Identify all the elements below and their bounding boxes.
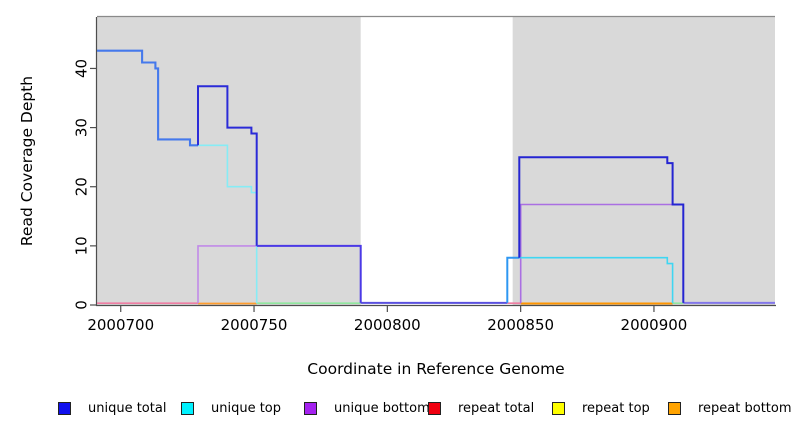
- legend-item-unique-bottom: unique bottom: [304, 399, 430, 417]
- legend-item-repeat-total: repeat total: [428, 399, 534, 417]
- shaded-region: [512, 17, 775, 305]
- y-tick-label: 30: [73, 118, 91, 137]
- x-tick-label: 2000700: [87, 316, 154, 334]
- series-unique-total-top-overlap-c: [506, 256, 520, 303]
- x-axis-title: Coordinate in Reference Genome: [307, 360, 565, 378]
- x-tick-label: 2000900: [621, 316, 688, 334]
- series-unique-total-region-a: [197, 85, 258, 246]
- series-unique-total-region-c: [518, 156, 685, 303]
- shaded-region: [97, 17, 361, 305]
- legend-label: unique total: [88, 400, 167, 416]
- y-tick-label: 40: [73, 59, 91, 78]
- legend-label: repeat bottom: [698, 400, 792, 416]
- legend-swatch-icon: [304, 401, 317, 415]
- legend-swatch-icon: [552, 401, 565, 415]
- legend-swatch-icon: [181, 401, 194, 415]
- legend-item-unique-total: unique total: [58, 399, 166, 417]
- legend-swatch-icon: [428, 401, 441, 415]
- legend-label: repeat top: [582, 400, 650, 416]
- legend-label: unique top: [211, 400, 282, 416]
- y-tick-label: 20: [73, 177, 91, 196]
- series-unique-bottom-region-c: [519, 203, 673, 304]
- x-tick-label: 2000850: [487, 316, 554, 334]
- x-tick-label: 2000750: [221, 316, 288, 334]
- series-unique-total-bottom-overlap-a: [256, 244, 362, 303]
- series-unique-top-region-c: [519, 256, 674, 304]
- x-tick-label: 2000800: [354, 316, 421, 334]
- legend-swatch-icon: [58, 401, 71, 415]
- series-unique-bottom-region-a: [197, 245, 257, 304]
- legend-label: unique bottom: [334, 400, 430, 416]
- y-tick-label: 10: [73, 236, 91, 255]
- series-unique-total-top-overlap-a: [97, 49, 198, 147]
- legend-label: repeat total: [458, 400, 535, 416]
- y-axis-title: Read Coverage Depth: [18, 75, 36, 247]
- legend-swatch-icon: [668, 401, 681, 415]
- legend: unique total unique top unique bottom repea…: [0, 399, 792, 419]
- y-tick-label: 0: [73, 300, 91, 310]
- legend-item-repeat-top: repeat top: [552, 399, 650, 417]
- legend-item-unique-top: unique top: [181, 399, 281, 417]
- legend-item-repeat-bottom: repeat bottom: [668, 399, 792, 417]
